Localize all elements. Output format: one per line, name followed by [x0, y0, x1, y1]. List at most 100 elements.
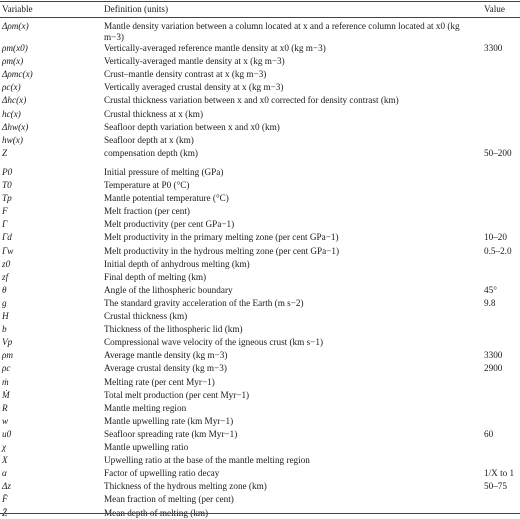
definition-cell: Thickness of the hydrous melting zone (k… [104, 481, 267, 492]
definition-cell: Crustal thickness (km) [104, 311, 188, 321]
variable-cell: Γw [2, 245, 14, 256]
variable-cell: zf [2, 271, 9, 282]
table-row: P0 Initial pressure of melting (GPa) [0, 167, 520, 178]
variable-cell: H [2, 311, 9, 321]
value-cell: 50–200 [484, 147, 512, 158]
definition-cell: Mean depth of melting (km) [104, 508, 484, 519]
definition-cell: Temperature at P0 (°C) [104, 180, 190, 190]
variable-cell: hc(x) [2, 108, 21, 119]
definition-cell: Initial pressure of melting (GPa) [104, 166, 224, 177]
table-row: F̄ Mean fraction of melting (per cent) [0, 494, 520, 505]
definition-cell: Average crustal density (kg m−3) [104, 363, 227, 374]
variable-cell: Vp [2, 337, 13, 348]
definition-cell: Crust–mantle density contrast at x (kg m… [104, 69, 267, 80]
definition-cell: Vertically averaged crustal density at x… [104, 82, 284, 93]
variable-cell: ρm [2, 350, 14, 361]
definition-cell: Mantle density variation between a colum… [104, 21, 460, 42]
definition-cell: Total melt production (per cent Myr−1) [104, 389, 250, 400]
header-rule [0, 17, 520, 18]
value-cell: 45° [484, 284, 497, 295]
variable-cell: z0 [2, 258, 11, 269]
variable-cell: θ [2, 284, 7, 295]
value-cell: 50–75 [484, 481, 507, 492]
definition-cell: The standard gravity acceleration of the… [104, 297, 304, 308]
definition-cell: Compressional wave velocity of the igneo… [104, 337, 324, 348]
table-row: b Thickness of the lithospheric lid (km) [0, 324, 520, 335]
definition-cell: Mantle potential temperature (°C) [104, 193, 229, 204]
table-row: Γd Melt productivity in the primary melti… [0, 232, 520, 243]
value-cell: 10–20 [484, 232, 507, 243]
value-cell: 1/X to 1 [484, 468, 515, 479]
definition-cell: Crustal thickness variation between x an… [104, 95, 399, 106]
variable-cell: ρm(x0) [2, 43, 28, 53]
definition-cell: Vertically-averaged reference mantle den… [104, 43, 326, 53]
definition-cell: Initial depth of anhydrous melting (km) [104, 258, 250, 269]
table-row: Δhw(x) Seafloor depth variation between x… [0, 122, 520, 133]
table-row: F Melt fraction (per cent) [0, 206, 520, 217]
definition-cell: Melt fraction (per cent) [104, 206, 190, 217]
variable-cell: w [2, 415, 9, 426]
table-row: Γ Melt productivity (per cent GPa−1) [0, 219, 520, 230]
definition-cell: Angle of the lithospheric boundary [104, 284, 233, 295]
variable-cell: hw(x) [2, 134, 23, 145]
value-cell: 3300 [484, 350, 503, 361]
variable-cell: Γ [2, 219, 8, 230]
definition-cell: Melting rate (per cent Myr−1) [104, 376, 215, 387]
definition-cell: Mean fraction of melting (per cent) [104, 494, 234, 505]
variable-cell: α [2, 468, 7, 479]
table-row: Δρm(x) Mantle density variation between a… [0, 21, 520, 43]
table-row: Δρmc(x) Crust–mantle density contrast at … [0, 69, 520, 80]
header-value: Value [484, 4, 505, 14]
variable-cell: u0 [2, 428, 12, 439]
table-row: Ṁ Total melt production (per cent Myr−1) [0, 390, 520, 401]
table-row: χ Mantle upwelling ratio [0, 442, 520, 453]
table-row: Δhc(x) Crustal thickness variation betwee… [0, 95, 520, 106]
variable-cell: Δz [2, 481, 11, 492]
table-row: ρc Average crustal density (kg m−3) 2900 [0, 363, 520, 374]
table-row: ρc(x) Vertically averaged crustal density… [0, 82, 520, 93]
definition-cell: Average mantle density (kg m−3) [104, 350, 228, 361]
variable-cell: Ṁ [2, 389, 10, 400]
table-row: ρm(x0) Vertically-averaged reference mant… [0, 43, 520, 54]
variable-cell: Δρm(x) [2, 21, 29, 31]
definition-cell: Crustal thickness at x (km) [104, 108, 204, 119]
definition-cell: Melt productivity in the hydrous melting… [104, 245, 340, 256]
variable-cell: X [2, 455, 8, 466]
table-row: θ Angle of the lithospheric boundary 45° [0, 285, 520, 296]
table-row: Z̄ Mean depth of melting (km) [0, 508, 520, 519]
table-row: R Mantle melting region [0, 403, 520, 414]
definition-cell: Factor of upwelling ratio decay [104, 468, 220, 479]
variable-cell: Δρmc(x) [2, 69, 33, 80]
definition-cell: Mantle upwelling ratio [104, 442, 189, 452]
definition-cell: Melt productivity in the primary melting… [104, 232, 339, 243]
value-cell: 9.8 [484, 297, 496, 308]
variable-cell: T0 [2, 180, 12, 190]
variable-cell: ρc [2, 363, 11, 374]
definition-cell: Mantle upwelling rate (km Myr−1) [104, 415, 234, 426]
variable-cell: Δhc(x) [2, 95, 27, 106]
table-row: H Crustal thickness (km) [0, 311, 520, 322]
variable-cell: Z [2, 147, 8, 158]
table-row: ρm(x) Vertically-averaged mantle density … [0, 56, 520, 67]
definition-cell: Seafloor depth variation between x and x… [104, 121, 280, 132]
variable-cell: P0 [2, 166, 13, 177]
table-row: u0 Seafloor spreading rate (km Myr−1) 60 [0, 429, 520, 440]
table-row: Vp Compressional wave velocity of the ign… [0, 337, 520, 348]
variable-cell: Γd [2, 232, 12, 243]
table-row: z0 Initial depth of anhydrous melting (km… [0, 259, 520, 270]
top-rule [0, 1, 520, 2]
table-row: zf Final depth of melting (km) [0, 272, 520, 283]
variable-cell: Z̄ [2, 508, 7, 519]
table-row: hc(x) Crustal thickness at x (km) [0, 109, 520, 120]
table-row: w Mantle upwelling rate (km Myr−1) [0, 416, 520, 427]
definition-cell: Seafloor depth at x (km) [104, 134, 194, 145]
definition-cell: Seafloor spreading rate (km Myr−1) [104, 428, 238, 439]
table-row: ṁ Melting rate (per cent Myr−1) [0, 377, 520, 388]
table-row: g The standard gravity acceleration of th… [0, 298, 520, 309]
definition-cell: Thickness of the lithospheric lid (km) [104, 324, 243, 335]
table-row: Γw Melt productivity in the hydrous melti… [0, 246, 520, 257]
table-row: α Factor of upwelling ratio decay 1/X to 1 [0, 468, 520, 479]
variable-cell: ṁ [2, 376, 9, 387]
